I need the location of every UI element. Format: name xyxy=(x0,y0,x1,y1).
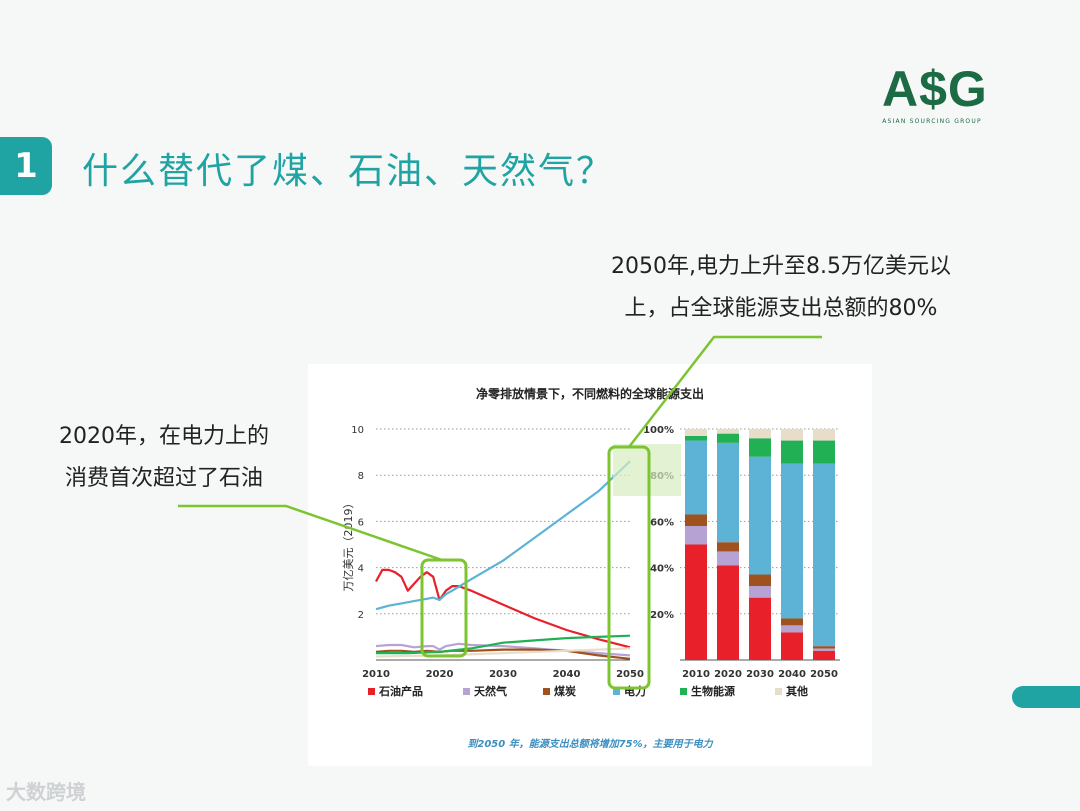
line-chart-ytick: 4 xyxy=(358,564,364,575)
bar-segment-2040-2 xyxy=(781,618,803,626)
legend-swatch-3 xyxy=(613,688,620,695)
legend-swatch-1 xyxy=(463,688,470,695)
watermark: 大数跨境 xyxy=(6,780,86,804)
callout-note-2050: 2050年,电力上升至8.5万亿美元以 上，占全球能源支出总额的80% xyxy=(566,246,996,330)
line-chart-ylabel: 万亿美元（2019） xyxy=(342,498,355,592)
bar-segment-2020-0 xyxy=(717,565,739,660)
bar-segment-2030-0 xyxy=(749,597,771,660)
callout-note-2020-line2: 消费首次超过了石油 xyxy=(64,466,263,491)
callout-line-2020 xyxy=(178,504,443,562)
bar-segment-2010-3 xyxy=(685,440,707,515)
callout-note-2020: 2020年，在电力上的 消费首次超过了石油 xyxy=(28,416,300,500)
bar-segment-2030-2 xyxy=(749,574,771,587)
bar-segment-2040-3 xyxy=(781,463,803,619)
highlight-80-percent xyxy=(613,444,681,496)
callout-note-2050-line2: 上，占全球能源支出总额的80% xyxy=(624,296,938,321)
bar-segment-2040-1 xyxy=(781,625,803,633)
bar-segment-2020-3 xyxy=(717,442,739,543)
legend-label-4: 生物能源 xyxy=(691,684,735,698)
line-chart-ytick: 2 xyxy=(358,610,364,621)
bar-segment-2050-2 xyxy=(813,646,835,649)
bar-segment-2010-0 xyxy=(685,544,707,660)
bar-segment-2020-5 xyxy=(717,429,739,434)
bar-segment-2050-3 xyxy=(813,463,835,647)
callout-note-2020-line1: 2020年，在电力上的 xyxy=(59,424,269,449)
bar-segment-2050-5 xyxy=(813,429,835,441)
bar-segment-2010-2 xyxy=(685,514,707,527)
bar-segment-2030-4 xyxy=(749,438,771,457)
series-line-0 xyxy=(375,568,631,649)
line-chart-xtick: 2020 xyxy=(426,669,454,680)
highlight-box-2020 xyxy=(420,558,468,658)
bar-chart-ytick: 40% xyxy=(650,564,674,575)
line-chart-ytick: 8 xyxy=(358,471,364,482)
section-number: 1 xyxy=(14,146,38,186)
chart-panel: 净零排放情景下，不同燃料的全球能源支出 2 4 6 8 10 2010 2020 2030 204… xyxy=(308,364,872,766)
bar-segment-2020-4 xyxy=(717,433,739,443)
company-logo: A$G ASIAN SOURCING GROUP xyxy=(882,61,988,134)
side-decoration-pill xyxy=(1012,686,1080,708)
bar-segment-2050-0 xyxy=(813,650,835,660)
bar-segment-2020-1 xyxy=(717,551,739,566)
line-chart-ytick: 6 xyxy=(358,517,364,528)
series-line-4 xyxy=(376,634,631,655)
legend-swatch-2 xyxy=(543,688,550,695)
bar-chart-xtick: 2020 xyxy=(714,669,742,680)
legend-label-2: 煤炭 xyxy=(554,684,576,698)
series-line-5 xyxy=(375,647,631,658)
logo-subtext: ASIAN SOURCING GROUP xyxy=(882,118,982,125)
legend-label-0: 石油产品 xyxy=(378,684,423,698)
bar-segment-2010-5 xyxy=(685,429,707,436)
bar-segment-2010-4 xyxy=(685,435,707,441)
bar-segment-2050-1 xyxy=(813,648,835,651)
bar-segment-2040-4 xyxy=(781,440,803,464)
line-chart-xtick: 2010 xyxy=(362,669,390,680)
series-line-3 xyxy=(375,460,631,611)
bar-segment-2020-2 xyxy=(717,542,739,552)
line-chart-xtick: 2030 xyxy=(489,669,517,680)
slide-title: 什么替代了煤、石油、天然气？ xyxy=(82,151,615,192)
chart-title: 净零排放情景下，不同燃料的全球能源支出 xyxy=(476,386,704,401)
bar-chart-ytick: 100% xyxy=(643,425,674,436)
legend-swatch-5 xyxy=(775,688,782,695)
bar-segment-2040-0 xyxy=(781,632,803,660)
line-chart-ytick: 10 xyxy=(351,425,364,436)
bar-chart-ytick: 60% xyxy=(650,517,674,528)
logo-mark: A$G xyxy=(882,61,988,117)
legend-label-5: 其他 xyxy=(786,684,808,698)
bar-segment-2010-1 xyxy=(685,526,707,545)
section-number-badge: 1 xyxy=(0,137,52,195)
line-chart-xtick: 2040 xyxy=(553,669,581,680)
bar-chart-xtick: 2030 xyxy=(746,669,774,680)
legend-label-1: 天然气 xyxy=(474,684,507,698)
legend-swatch-0 xyxy=(368,688,375,695)
bar-chart-xtick: 2040 xyxy=(778,669,806,680)
bar-segment-2050-4 xyxy=(813,440,835,464)
line-chart-xtick: 2050 xyxy=(616,669,644,680)
chart-annotation: 到2050 年，能源支出总额将增加75%，主要用于电力 xyxy=(467,738,713,750)
callout-line-2050 xyxy=(628,335,822,448)
bar-segment-2040-5 xyxy=(781,429,803,441)
bar-segment-2030-1 xyxy=(749,586,771,598)
bar-chart-xtick: 2050 xyxy=(810,669,838,680)
legend-swatch-4 xyxy=(680,688,687,695)
bar-segment-2030-3 xyxy=(749,456,771,575)
bar-segment-2030-5 xyxy=(749,429,771,439)
callout-note-2050-line1: 2050年,电力上升至8.5万亿美元以 xyxy=(611,254,951,279)
bar-chart-xtick: 2010 xyxy=(682,669,710,680)
energy-spending-chart: 净零排放情景下，不同燃料的全球能源支出 2 4 6 8 10 2010 2020 2030 204… xyxy=(342,386,840,750)
bar-chart-ytick: 20% xyxy=(650,610,674,621)
